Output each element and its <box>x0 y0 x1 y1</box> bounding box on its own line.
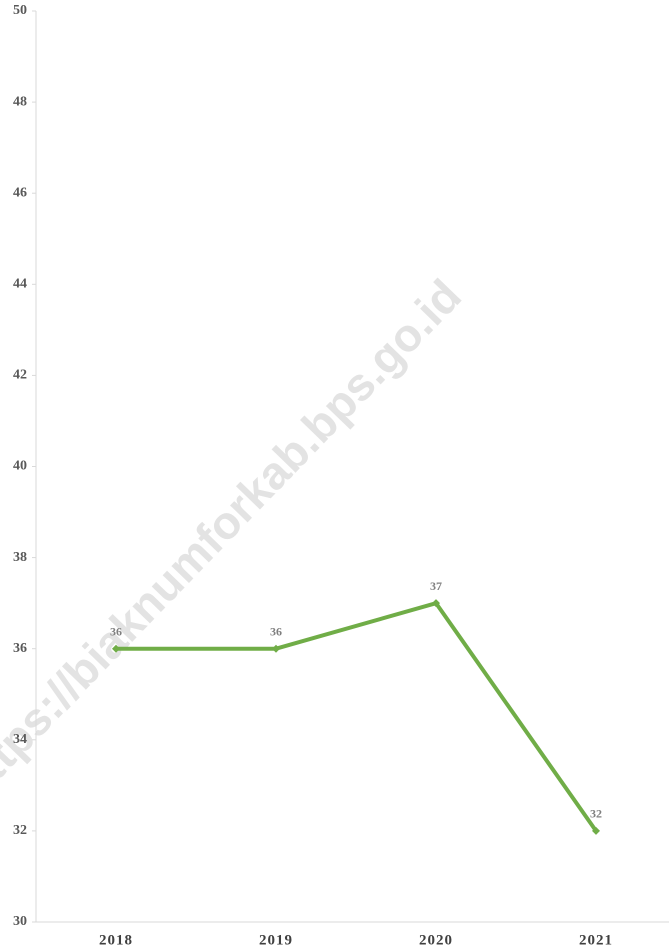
x-tick-label: 2021 <box>579 932 613 948</box>
point <box>272 644 280 653</box>
point <box>432 599 440 608</box>
y-tick-label: 36 <box>13 641 27 656</box>
y-tick-label: 48 <box>13 94 27 109</box>
y-tick-label: 42 <box>13 368 27 383</box>
x-tick-label: 2018 <box>99 932 133 948</box>
y-tick-label: 46 <box>13 185 27 200</box>
point <box>112 644 120 653</box>
data-label: 36 <box>110 624 122 638</box>
y-tick-label: 50 <box>13 3 27 18</box>
point <box>592 826 600 835</box>
y-tick-label: 32 <box>13 823 27 838</box>
x-tick-label: 2019 <box>259 932 293 948</box>
y-tick-label: 38 <box>13 550 27 565</box>
y-tick-label: 30 <box>13 914 27 929</box>
data-label: 37 <box>430 579 442 593</box>
line <box>116 601 598 833</box>
y-tick-label: 44 <box>13 277 27 292</box>
x-tick-label: 2020 <box>419 932 453 948</box>
y-tick-label: 34 <box>13 732 27 747</box>
watermark: https://biaknumforkab.bps.go.id <box>0 269 471 809</box>
data-label: 32 <box>590 807 602 821</box>
y-tick-label: 40 <box>13 459 27 474</box>
data-label: 36 <box>270 624 282 638</box>
